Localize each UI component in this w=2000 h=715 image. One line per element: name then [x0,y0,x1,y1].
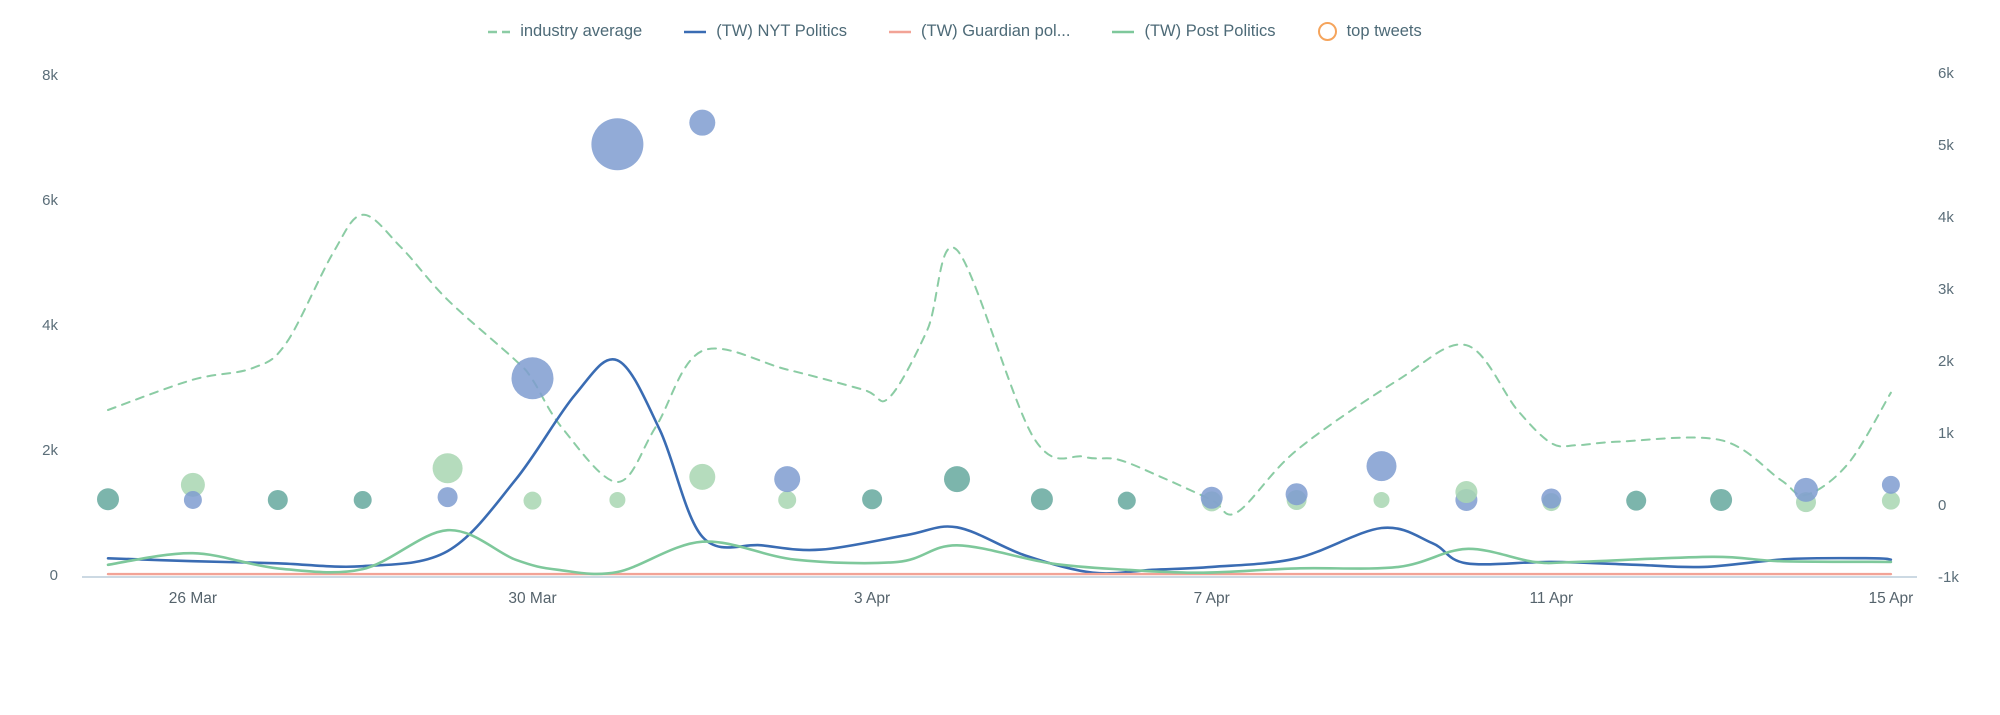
legend-label: top tweets [1346,22,1422,40]
top-tweet-bubble[interactable] [1455,481,1478,504]
legend-label: industry average [520,22,643,40]
top-tweet-bubble[interactable] [774,466,801,493]
x-axis-tick: 30 Mar [508,590,556,607]
y-axis-right-tick: 5k [1938,137,1954,154]
engagement-timeseries-chart: 8k 6k 4k 2k 0 6k 5k 4k 3k 2k 1k 0 -1k 26 Mar 30 Mar 3 A… [42,65,1959,607]
y-axis-right-tick: 6k [1938,65,1954,82]
top-tweet-bubble[interactable] [432,453,463,484]
top-tweet-bubble[interactable] [511,357,554,400]
dashed-line-icon [488,30,511,33]
top-tweet-bubble[interactable] [180,472,205,497]
top-tweet-bubble[interactable] [689,463,716,490]
y-axis-right-tick: -1k [1938,569,1959,586]
legend-item-tw-nyt-politics[interactable]: (TW) NYT Politics [684,22,847,41]
top-tweet-bubble[interactable] [1710,488,1733,511]
series-line-tw-nyt-politics [106,357,1893,575]
legend-label: (TW) Guardian pol... [921,22,1071,40]
top-tweet-bubble[interactable] [1541,488,1562,509]
x-axis-tick: 15 Apr [1868,590,1913,607]
top-tweet-bubble[interactable] [1881,475,1900,494]
top-tweet-bubble[interactable] [1366,451,1397,482]
top-tweet-bubble[interactable] [1200,486,1223,509]
y-axis-right-tick: 2k [1938,353,1954,370]
circle-outline-icon [1317,22,1337,41]
series-line-industry-average [107,213,1892,516]
top-tweet-bubble[interactable] [97,488,119,511]
top-tweet-bubble[interactable] [1285,483,1308,506]
y-axis-left-tick: 0 [50,567,58,584]
top-tweet-bubble[interactable] [523,491,542,510]
x-axis-tick: 26 Mar [169,590,217,607]
y-axis-left-tick: 6k [42,192,58,209]
y-axis-left-tick: 2k [42,442,58,459]
legend-label: (TW) Post Politics [1144,22,1276,40]
y-axis-left-tick: 8k [42,67,58,84]
top-tweet-bubble[interactable] [183,490,202,509]
top-tweet-bubble[interactable] [591,118,644,171]
x-axis-tick: 11 Apr [1529,590,1573,607]
y-axis-left-tick: 4k [42,317,58,334]
legend-label: (TW) NYT Politics [716,22,847,40]
top-tweet-bubble[interactable] [689,109,716,136]
top-tweet-bubble[interactable] [1794,477,1818,502]
y-axis-right-tick: 1k [1938,425,1954,442]
top-tweet-bubble[interactable] [609,491,626,508]
solid-line-icon [1112,30,1135,33]
top-tweet-bubble[interactable] [1626,490,1647,511]
x-axis-tick: 3 Apr [854,590,890,607]
solid-line-icon [684,30,707,33]
series-line-tw-post-politics [106,528,1893,576]
legend-item-tw-guardian-pol[interactable]: (TW) Guardian pol... [889,22,1070,41]
top-tweet-bubble[interactable] [353,490,372,509]
top-tweet-bubble[interactable] [1373,491,1390,508]
top-tweet-bubble[interactable] [862,489,883,510]
legend-item-industry-average[interactable]: industry average [488,22,642,41]
legend-item-top-tweets[interactable]: top tweets [1317,22,1422,41]
top-tweet-bubble[interactable] [1881,491,1900,510]
top-tweet-bubble[interactable] [1117,491,1136,510]
y-axis-right-tick: 4k [1938,209,1954,226]
solid-line-icon [889,30,911,33]
top-tweet-bubble[interactable] [1030,488,1053,511]
legend-item-tw-post-politics[interactable]: (TW) Post Politics [1112,22,1276,41]
top-tweet-bubble[interactable] [944,466,970,493]
x-axis-tick: 7 Apr [1194,590,1230,607]
top-tweet-bubble[interactable] [778,490,797,509]
top-tweet-bubble[interactable] [437,487,458,508]
chart-legend: industry average (TW) NYT Politics (TW) Gu… [0,22,1955,41]
y-axis-right-tick: 3k [1938,281,1954,298]
top-tweet-bubble[interactable] [267,489,288,510]
y-axis-right-tick: 0 [1938,497,1946,514]
